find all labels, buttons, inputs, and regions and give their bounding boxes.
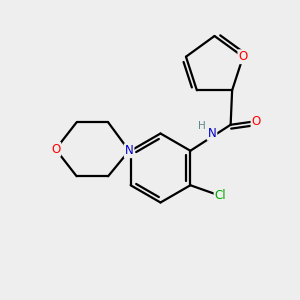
Text: H: H xyxy=(198,121,206,131)
Text: N: N xyxy=(208,127,216,140)
Text: O: O xyxy=(251,115,261,128)
Text: Cl: Cl xyxy=(214,189,226,202)
Text: O: O xyxy=(51,143,60,156)
Text: O: O xyxy=(238,50,248,63)
Text: N: N xyxy=(125,144,134,157)
